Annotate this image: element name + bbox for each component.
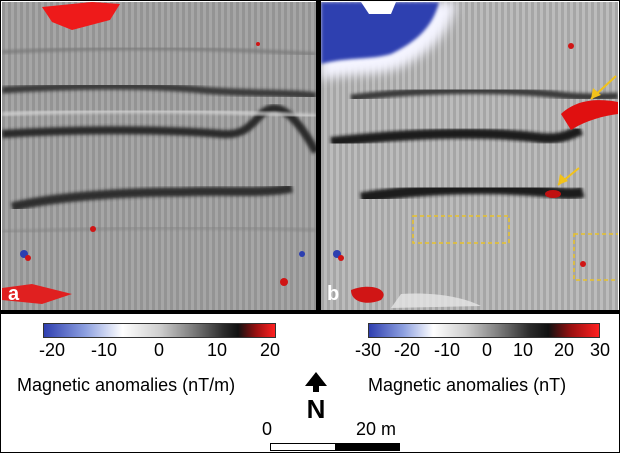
colorbar-left-tick: 10	[206, 340, 228, 360]
colorbar-right-tick: 0	[481, 340, 493, 360]
colorbar-right-tick: 20	[553, 340, 575, 360]
colorbar-right-tick: 30	[589, 340, 611, 360]
colorbar-left-title: Magnetic anomalies (nT/m)	[17, 375, 236, 395]
colorbar-gradient-nt	[368, 323, 600, 338]
north-arrow-icon: N	[300, 370, 332, 424]
north-letter: N	[307, 394, 326, 422]
colorbar-right-tick: 10	[512, 340, 534, 360]
scale-bar	[270, 443, 400, 451]
scale-bar-start-label: 0	[262, 419, 273, 439]
colorbar-left-tick: 20	[259, 340, 281, 360]
scale-bar-end-label: 20 m	[356, 419, 397, 439]
magnetic-map-panel-b: b	[321, 2, 618, 310]
magnetic-map-panel-a: a	[2, 2, 316, 310]
colorbar-left-tick: 0	[153, 340, 165, 360]
colorbar-left-tick: -10	[90, 340, 118, 360]
panel-bottom-border	[0, 310, 620, 314]
colorbar-left-tick: -20	[38, 340, 66, 360]
scale-bar-white-segment	[271, 444, 335, 450]
colorbar-right-tick: -10	[433, 340, 461, 360]
scale-bar-black-segment	[335, 444, 399, 450]
panel-divider	[316, 0, 321, 312]
panel-label-b: b	[327, 283, 340, 305]
colorbar-right-title: Magnetic anomalies (nT)	[368, 375, 567, 395]
colorbar-right-tick: -30	[354, 340, 382, 360]
panel-label-a: a	[8, 283, 20, 305]
colorbar-right-tick: -20	[393, 340, 421, 360]
colorbar-gradient-nt-per-m	[43, 323, 276, 338]
